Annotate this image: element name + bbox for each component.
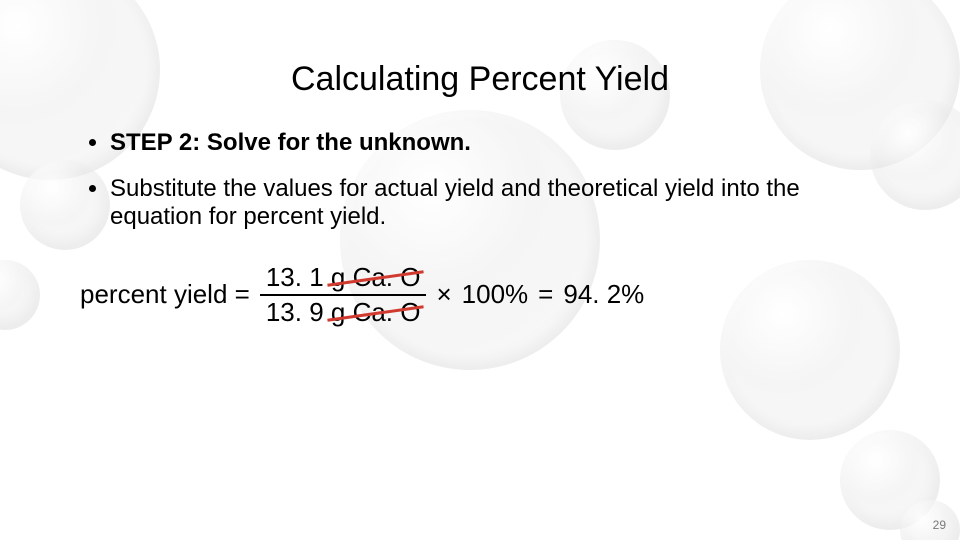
equation-lhs: percent yield = (80, 279, 250, 310)
percent-yield-equation: percent yield = 13. 1 g Ca. O 13. 9 g Ca… (80, 261, 890, 328)
numerator-value: 13. 1 (266, 262, 324, 292)
multiplier: 100% (462, 279, 529, 310)
slide-content: Calculating Percent Yield STEP 2: Solve … (0, 0, 960, 328)
multiply-symbol: × (436, 279, 451, 310)
bullet-step: STEP 2: Solve for the unknown. (110, 129, 890, 157)
denominator-unit-cancelled: g Ca. O (331, 298, 421, 327)
bubble-decoration (840, 430, 940, 530)
equals-sign: = (538, 279, 553, 310)
numerator-unit-cancelled: g Ca. O (331, 263, 421, 292)
fraction-numerator: 13. 1 g Ca. O (260, 261, 427, 294)
step-label: STEP 2: Solve for the unknown. (110, 129, 471, 156)
fraction-denominator: 13. 9 g Ca. O (260, 296, 427, 329)
bullet-instruction: Substitute the values for actual yield a… (110, 175, 890, 231)
fraction: 13. 1 g Ca. O 13. 9 g Ca. O (260, 261, 427, 328)
denominator-value: 13. 9 (266, 297, 324, 327)
bubble-decoration (900, 500, 960, 540)
page-number: 29 (933, 518, 946, 532)
bullet-list: STEP 2: Solve for the unknown. Substitut… (70, 129, 890, 231)
result-value: 94. 2% (563, 279, 644, 310)
slide-title: Calculating Percent Yield (70, 60, 890, 99)
